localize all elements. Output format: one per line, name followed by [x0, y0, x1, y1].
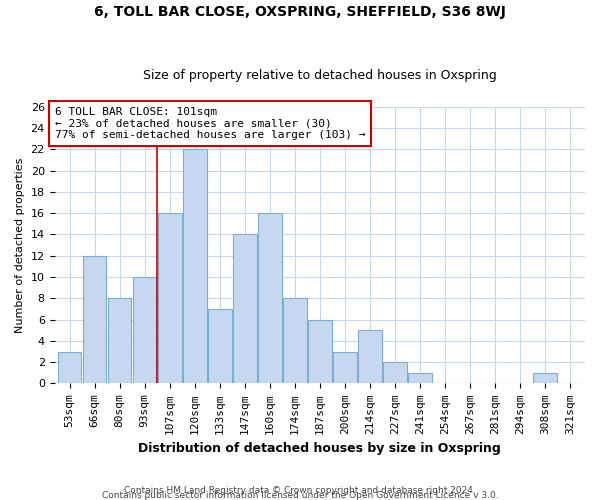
Bar — [308, 320, 332, 384]
Bar — [58, 352, 82, 384]
Y-axis label: Number of detached properties: Number of detached properties — [15, 158, 25, 333]
Bar — [258, 213, 281, 384]
Bar — [83, 256, 106, 384]
Bar — [158, 213, 182, 384]
Bar — [358, 330, 382, 384]
Bar — [108, 298, 131, 384]
Bar — [283, 298, 307, 384]
Bar — [333, 352, 356, 384]
Bar — [208, 309, 232, 384]
Title: Size of property relative to detached houses in Oxspring: Size of property relative to detached ho… — [143, 69, 497, 82]
Bar — [183, 150, 206, 384]
Bar — [233, 234, 257, 384]
Text: Contains public sector information licensed under the Open Government Licence v : Contains public sector information licen… — [101, 490, 499, 500]
X-axis label: Distribution of detached houses by size in Oxspring: Distribution of detached houses by size … — [139, 442, 501, 455]
Text: 6, TOLL BAR CLOSE, OXSPRING, SHEFFIELD, S36 8WJ: 6, TOLL BAR CLOSE, OXSPRING, SHEFFIELD, … — [94, 5, 506, 19]
Bar — [408, 373, 432, 384]
Text: 6 TOLL BAR CLOSE: 101sqm
← 23% of detached houses are smaller (30)
77% of semi-d: 6 TOLL BAR CLOSE: 101sqm ← 23% of detach… — [55, 107, 365, 140]
Bar — [383, 362, 407, 384]
Text: Contains HM Land Registry data © Crown copyright and database right 2024.: Contains HM Land Registry data © Crown c… — [124, 486, 476, 495]
Bar — [533, 373, 557, 384]
Bar — [133, 277, 157, 384]
